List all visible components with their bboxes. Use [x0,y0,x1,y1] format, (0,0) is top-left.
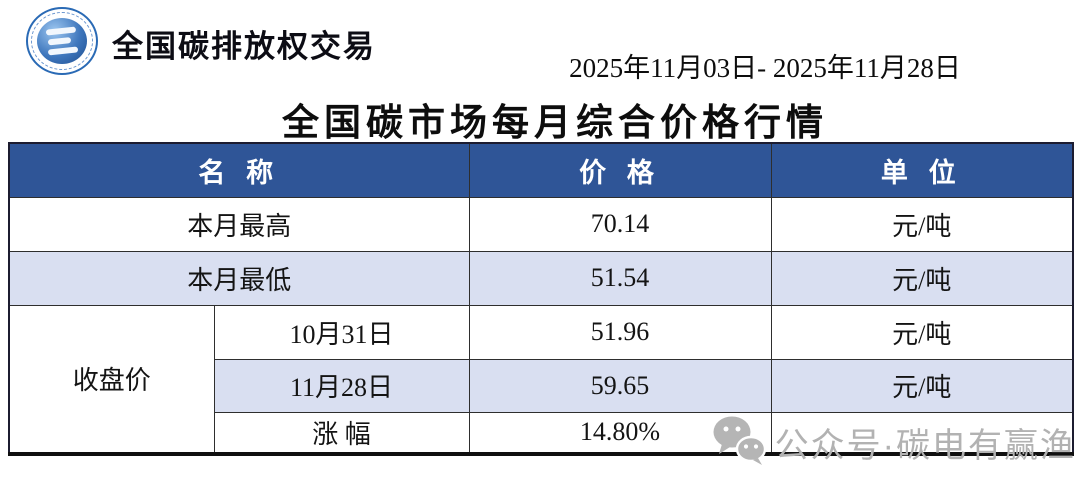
price-cell: 59.65 [468,358,772,413]
row-close-nov28: 11月28日 59.65 元/吨 [9,358,1074,413]
name-cell: 涨 幅 [213,411,470,455]
emblem-e-glyph [35,16,90,67]
logo-text: 全国碳排放权交易 [112,29,376,64]
unit-cell [770,411,1074,455]
name-cell: 11月28日 [213,358,470,413]
row-close-oct31: 收盘价 10月31日 51.96 元/吨 [8,304,1074,455]
price-table: 名 称 价 格 单 位 本月最高 70.14 元/吨 本月最低 51.54 元/… [8,142,1074,456]
name-cell: 本月最低 [8,250,470,306]
emblem-inner-circle [37,18,87,64]
page-title: 全国碳市场每月综合价格行情 [282,103,828,144]
table-header-row: 名 称 价 格 单 位 [8,142,1074,198]
row-change-pct: 涨 幅 14.80% [9,411,1074,455]
unit-cell: 元/吨 [770,196,1074,252]
watermark: 公众号·碳电有赢渔 [711,415,1076,470]
watermark-text: 公众号·碳电有赢渔 [774,427,1076,465]
unit-cell: 元/吨 [770,250,1074,306]
unit-cell: 元/吨 [770,304,1074,360]
wechat-icon [711,415,767,470]
col-header-unit: 单 位 [770,142,1074,198]
price-cell: 51.96 [468,304,772,360]
col-header-price: 价 格 [468,142,772,198]
price-cell: 51.54 [468,250,772,306]
carbon-exchange-emblem-icon [26,7,98,75]
price-cell: 70.14 [468,196,772,252]
col-header-name: 名 称 [8,142,470,198]
name-cell: 本月最高 [8,196,470,252]
date-range: 2025年11月03日- 2025年11月28日 [569,53,961,83]
closing-price-group-cell: 收盘价 [8,304,215,455]
row-monthly-low: 本月最低 51.54 元/吨 [8,250,1074,306]
row-monthly-high: 本月最高 70.14 元/吨 [8,196,1074,252]
name-cell: 10月31日 [213,304,470,360]
unit-cell: 元/吨 [770,358,1074,413]
